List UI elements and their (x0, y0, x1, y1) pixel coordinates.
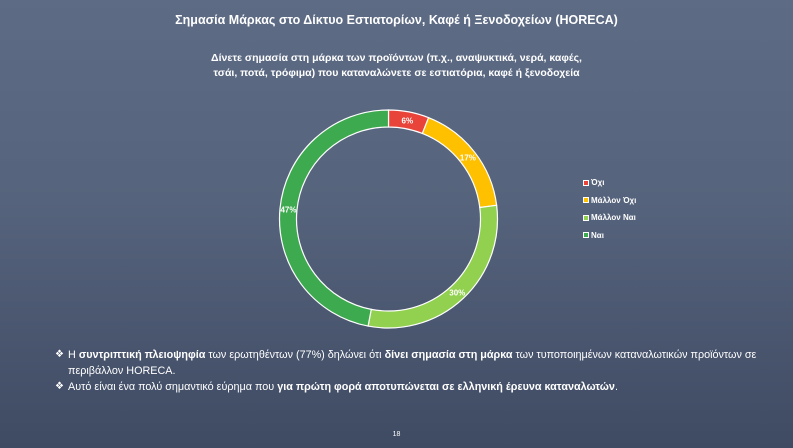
legend-swatch (583, 179, 589, 186)
bullet-list: ❖ Η συντριπτική πλειοψηφία των ερωτηθέντω… (55, 347, 775, 395)
slice-4 (278, 109, 390, 327)
bullet-fragment: Η (68, 349, 79, 361)
legend-item: Όχι (583, 174, 636, 192)
slice-3 (367, 204, 499, 329)
slice-2 (421, 116, 498, 209)
legend-label: Ναι (591, 230, 604, 240)
legend-label: Μάλλον Όχι (591, 195, 637, 205)
bullet-item: ❖ Η συντριπτική πλειοψηφία των ερωτηθέντω… (55, 347, 775, 379)
slice-label-1: 6% (402, 116, 414, 125)
slice-label-4: 47% (280, 206, 296, 215)
page-number: 18 (392, 431, 401, 438)
legend-swatch (583, 232, 589, 239)
bullet-text: Αυτό είναι ένα πολύ σημαντικό εύρημα που… (68, 379, 618, 395)
legend-swatch (583, 197, 589, 204)
legend-swatch (583, 214, 589, 221)
bullet-fragment: Αυτό είναι ένα πολύ σημαντικό εύρημα που (68, 381, 278, 393)
legend-label: Μάλλον Ναι (591, 213, 636, 223)
legend-item: Μάλλον Όχι (583, 192, 636, 210)
slice-label-2: 17% (460, 153, 476, 162)
subtitle-line-1: Δίνετε σημασία στη μάρκα των προϊόντων (… (211, 52, 582, 64)
slide-title: Σημασία Μάρκας στο Δίκτυο Εστιατορίων, Κ… (175, 13, 618, 27)
bullet-fragment: των τυποποιημένων καταναλωτικών προϊόντω… (68, 349, 757, 377)
legend-label: Όχι (591, 178, 605, 188)
slice-label-3: 30% (449, 288, 465, 297)
bullet-fragment: . (614, 381, 618, 393)
chart-legend: Όχι Μάλλον Όχι Μάλλον Ναι Ναι (583, 174, 636, 244)
bullet-diamond-icon: ❖ (55, 349, 64, 360)
bullet-item: ❖ Αυτό είναι ένα πολύ σημαντικό εύρημα πο… (55, 379, 775, 395)
bullet-text: Η συντριπτική πλειοψηφία των ερωτηθέντων… (68, 347, 775, 379)
chart-subtitle: Δίνετε σημασία στη μάρκα των προϊόντων (… (150, 51, 643, 81)
bullet-emphasis: για πρώτη φορά αποτυπώνεται σε ελληνική … (277, 381, 615, 393)
bullet-emphasis: δίνει σημασία στη μάρκα (384, 349, 513, 361)
legend-item: Μάλλον Ναι (583, 209, 636, 227)
bullet-emphasis: συντριπτική πλειοψηφία (78, 349, 206, 361)
legend-item: Ναι (583, 227, 636, 245)
bullet-diamond-icon: ❖ (55, 381, 64, 392)
subtitle-line-2: τσάι, ποτά, τρόφιμα) που καταναλώνετε σε… (213, 67, 580, 79)
bullet-fragment: των ερωτηθέντων (77%) δηλώνει ότι (205, 349, 385, 361)
